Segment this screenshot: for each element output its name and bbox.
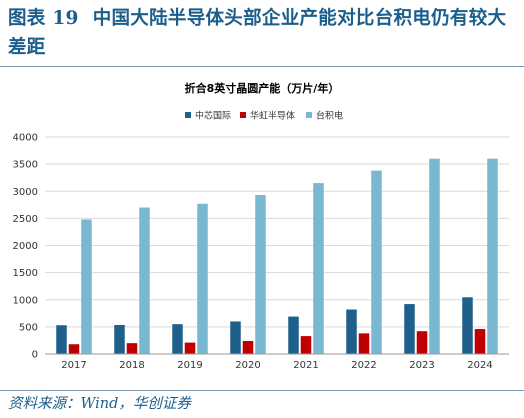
legend-label: 台积电: [316, 110, 343, 122]
x-tick-label: 2023: [409, 360, 434, 371]
y-tick-label: 3500: [13, 160, 38, 171]
bar-smic: [114, 324, 125, 354]
y-tick-label: 1500: [13, 268, 38, 279]
x-tick-label: 2017: [61, 360, 86, 371]
chart-bars: [56, 158, 498, 354]
bar-smic: [230, 321, 241, 354]
chart-title: 折合8英寸晶圆产能（万片/年）: [185, 81, 340, 95]
bar-hua-hong: [358, 333, 370, 354]
bar-hua-hong: [184, 342, 196, 354]
legend-swatch: [185, 112, 191, 118]
y-tick-label: 3000: [13, 187, 38, 198]
bar-hua-hong: [242, 340, 254, 354]
y-tick-label: 4000: [13, 133, 38, 144]
bar-smic: [346, 309, 357, 354]
legend-label: 华虹半导体: [250, 110, 295, 122]
figure-number: 图表 19: [8, 8, 79, 29]
bar-hua-hong: [126, 343, 138, 354]
x-tick-label: 2020: [235, 360, 260, 371]
x-tick-label: 2022: [351, 360, 376, 371]
figure-title: 图表 19 中国大陆半导体头部企业产能对比台积电仍有较大差距: [8, 4, 518, 62]
y-tick-label: 0: [32, 350, 38, 361]
bar-chart: 折合8英寸晶圆产能（万片/年） 中芯国际 华虹半导体 台积电 0 500 1000 150…: [13, 81, 509, 371]
y-tick-label: 500: [19, 322, 38, 333]
bar-tsmc: [197, 203, 208, 354]
source-note: 资料来源：Wind，华创证券: [8, 396, 191, 412]
x-axis: 2017 2018 2019 2020 2021 2022 2023 2024: [45, 353, 509, 371]
bar-smic: [462, 297, 473, 354]
legend-swatch: [240, 112, 246, 118]
x-tick-label: 2021: [293, 360, 318, 371]
bar-tsmc: [313, 183, 324, 354]
bottom-rule: [0, 390, 524, 391]
bar-smic: [288, 316, 299, 354]
y-tick-label: 2500: [13, 214, 38, 225]
figure-caption: 中国大陆半导体头部企业产能对比台积电仍有较大差距: [8, 8, 507, 58]
bar-tsmc: [139, 207, 150, 354]
bar-tsmc: [487, 158, 498, 354]
bar-tsmc: [371, 170, 382, 354]
bar-hua-hong: [416, 331, 428, 354]
y-axis: 0 500 1000 1500 2000 2500 3000 3500 4000: [13, 133, 38, 361]
bar-hua-hong: [474, 329, 486, 354]
bar-smic: [404, 304, 415, 354]
bar-smic: [56, 325, 67, 354]
chart-gridlines: [45, 136, 509, 328]
y-tick-label: 1000: [13, 295, 38, 306]
bar-smic: [172, 324, 183, 354]
bar-tsmc: [255, 195, 266, 354]
bar-hua-hong: [68, 344, 80, 354]
bar-tsmc: [81, 219, 92, 354]
legend-swatch: [306, 112, 312, 118]
x-tick-label: 2018: [119, 360, 144, 371]
y-tick-label: 2000: [13, 241, 38, 252]
chart-legend: 中芯国际 华虹半导体 台积电: [185, 110, 343, 122]
bar-hua-hong: [300, 336, 312, 354]
x-tick-label: 2019: [177, 360, 202, 371]
legend-label: 中芯国际: [195, 110, 231, 122]
top-rule: [0, 66, 524, 67]
bar-tsmc: [429, 158, 440, 354]
x-tick-label: 2024: [467, 360, 492, 371]
